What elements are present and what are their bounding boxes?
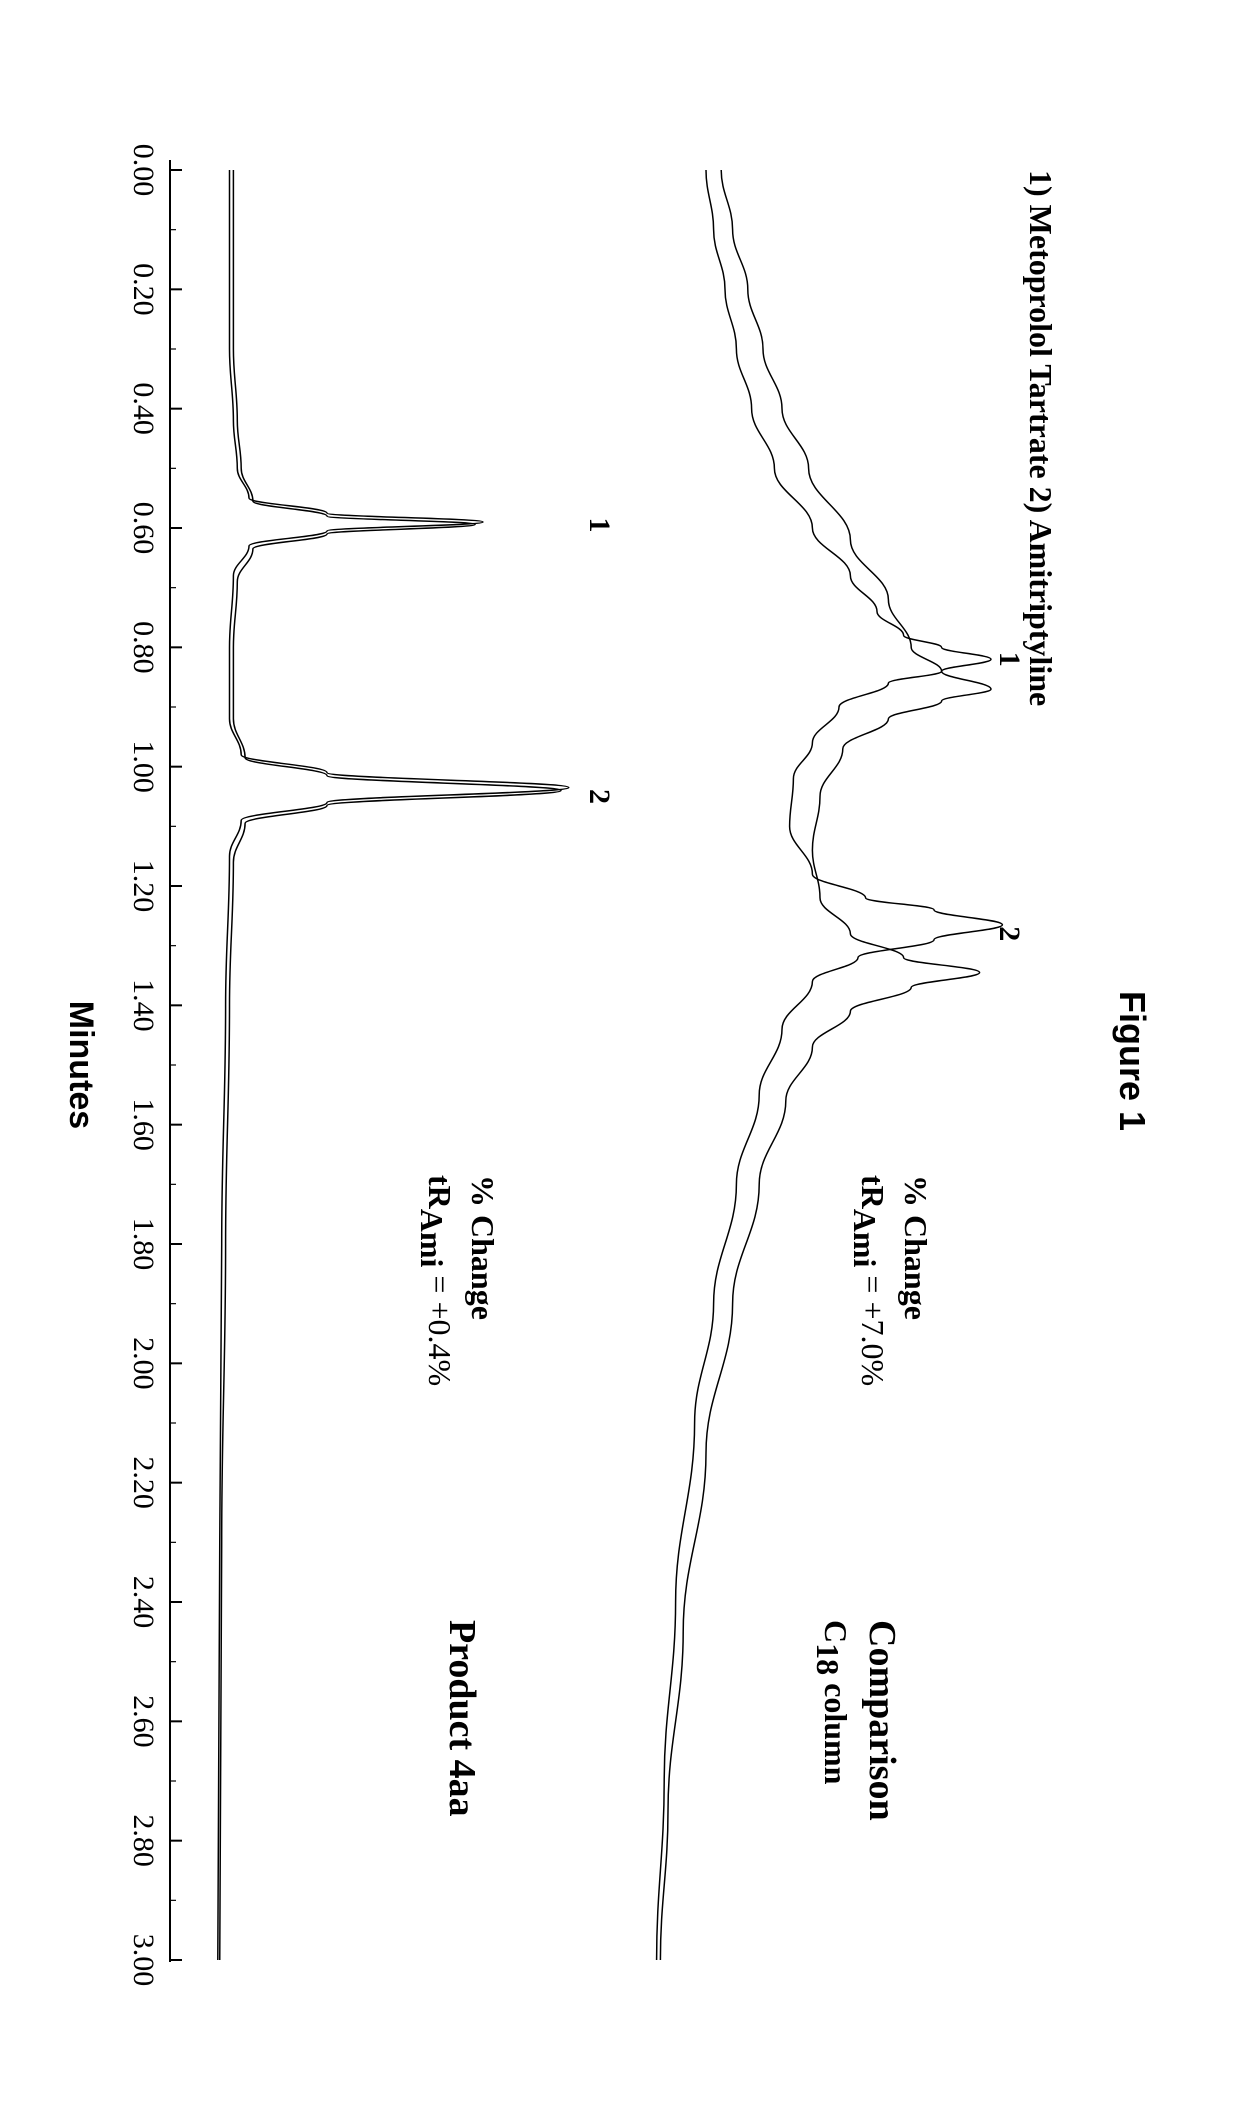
chromatogram-trace: [218, 170, 569, 1960]
x-tick-label: 0.40: [127, 382, 160, 435]
x-tick-label: 2.00: [127, 1337, 160, 1390]
annotation-bottom: % Change tRAmi = +0.4% Product 4aa: [414, 1175, 501, 1817]
x-tick-label: 0.80: [127, 621, 160, 674]
x-tick-label: 2.60: [127, 1695, 160, 1748]
pct-change-value-top: tRAmi = +7.0%: [847, 1175, 891, 1386]
x-tick-label: 0.60: [127, 502, 160, 555]
peak-label: 2: [583, 789, 616, 804]
x-tick-label: 0.20: [127, 263, 160, 316]
pct-change-label-bottom: % Change: [465, 1175, 501, 1320]
figure-svg: Figure 1 1) Metoprolol Tartrate 2) Amitr…: [0, 0, 1240, 2123]
x-tick-label: 2.80: [127, 1814, 160, 1867]
peak-label: 1: [583, 518, 616, 533]
x-tick-label: 1.80: [127, 1218, 160, 1271]
figure-title: Figure 1: [1112, 991, 1153, 1131]
panel-title-top: Comparison: [861, 1620, 903, 1821]
x-tick-label: 1.40: [127, 979, 160, 1032]
annotation-top: % Change tRAmi = +7.0% Comparison C18 co…: [810, 1175, 934, 1821]
panel-subtitle-top: C18 column: [810, 1620, 854, 1785]
x-tick-label: 1.60: [127, 1098, 160, 1151]
pct-change-label-top: % Change: [898, 1175, 934, 1320]
x-tick-label: 1.00: [127, 740, 160, 793]
x-tick-label: 3.00: [127, 1934, 160, 1987]
chromatogram-trace: [220, 170, 561, 1960]
peak-label: 2: [993, 926, 1026, 941]
pct-change-value-bottom: tRAmi = +0.4%: [414, 1175, 458, 1386]
legend-text: 1) Metoprolol Tartrate 2) Amitriptyline: [1023, 170, 1059, 706]
panel-bottom: 12: [218, 170, 616, 1960]
x-tick-label: 2.40: [127, 1576, 160, 1629]
x-axis-label: Minutes: [62, 1001, 100, 1129]
peak-label: 1: [993, 652, 1026, 667]
x-axis: 0.00 0.20 0.40 0.60 0.80 1.00 1.20 1.40 1.60 1.80…: [127, 144, 182, 1987]
x-tick-label: 0.00: [127, 144, 160, 197]
x-tick-label: 2.20: [127, 1456, 160, 1509]
panel-title-bottom: Product 4aa: [441, 1620, 483, 1817]
x-tick-label: 1.20: [127, 860, 160, 913]
